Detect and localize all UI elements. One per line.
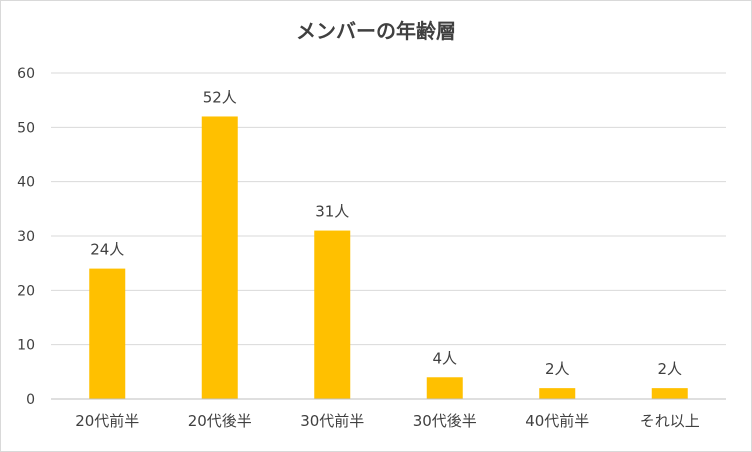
y-tick-label: 50 xyxy=(17,120,35,136)
x-tick-label: それ以上 xyxy=(640,412,700,430)
bar xyxy=(201,116,238,399)
data-label: 2人 xyxy=(545,360,570,378)
gridlines xyxy=(51,72,726,346)
y-tick-label: 60 xyxy=(17,66,35,82)
data-label: 24人 xyxy=(90,241,124,259)
bar xyxy=(426,377,463,399)
data-labels: 24人 52人 31人 4人 2人 2人 xyxy=(90,88,682,378)
x-tick-label: 20代前半 xyxy=(75,412,139,430)
bars xyxy=(89,116,688,399)
y-tick-label: 0 xyxy=(26,392,35,408)
y-tick-label: 30 xyxy=(17,229,35,245)
x-tick-label: 40代前半 xyxy=(525,412,589,430)
bar xyxy=(539,388,576,399)
y-tick-label: 40 xyxy=(17,175,35,191)
data-label: 2人 xyxy=(657,360,682,378)
y-tick-label: 10 xyxy=(17,338,35,354)
data-label: 52人 xyxy=(203,88,237,106)
x-tick-label: 30代前半 xyxy=(300,412,364,430)
chart-title: メンバーの年齢層 xyxy=(296,19,456,43)
axes: 0 10 20 30 40 50 60 20代前半 20代後半 30代前半 30代後半 40代前半 それ… xyxy=(17,66,726,430)
x-tick-label: 20代後半 xyxy=(188,412,252,430)
bar xyxy=(651,388,688,399)
bar xyxy=(89,268,126,399)
data-label: 31人 xyxy=(315,203,349,221)
data-label: 4人 xyxy=(432,349,457,367)
y-tick-label: 20 xyxy=(17,283,35,299)
bar xyxy=(314,230,351,399)
x-tick-label: 30代後半 xyxy=(413,412,477,430)
